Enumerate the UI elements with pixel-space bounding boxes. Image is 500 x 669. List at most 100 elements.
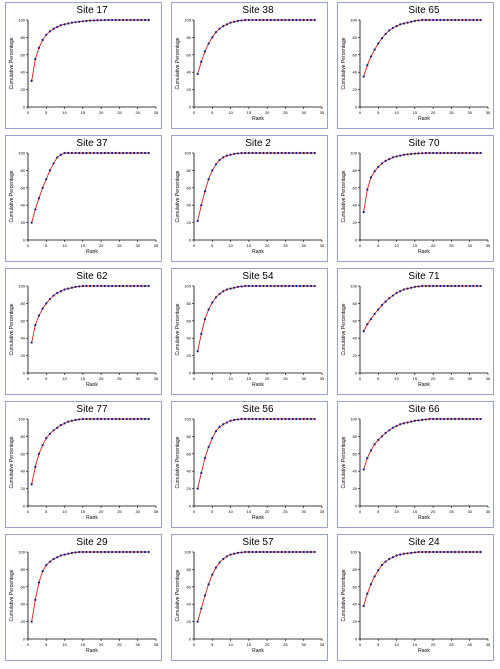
data-point	[435, 284, 438, 288]
data-point	[399, 154, 402, 157]
x-tick-label: 0	[359, 243, 362, 248]
y-tick-label: 40	[353, 602, 358, 607]
data-point	[266, 417, 269, 421]
data-point	[424, 18, 427, 22]
y-tick-label: 40	[21, 203, 26, 208]
x-tick-label: 25	[117, 642, 122, 647]
data-point	[377, 165, 380, 169]
data-point	[309, 417, 313, 421]
data-point	[280, 417, 283, 421]
data-point	[41, 570, 44, 573]
data-point	[443, 417, 446, 421]
data-point	[362, 468, 365, 471]
data-point	[399, 23, 402, 26]
data-point	[63, 553, 66, 556]
data-point	[428, 550, 431, 554]
data-point	[450, 151, 453, 155]
chart-title: Site 37	[76, 138, 108, 149]
x-tick-label: 0	[193, 509, 196, 514]
chart-panel-3: Site 65 0 20 40 60 80 100 0 5 10 15 20 25 30 35 Rank Cum…	[337, 2, 494, 129]
chart-panel-6: Site 70 0 20 40 60 80 100 0 5 10 15 20 25 30 35 Rank Cum…	[337, 135, 494, 262]
y-tick-label: 100	[18, 18, 25, 23]
y-tick-label: 100	[184, 284, 191, 289]
data-point	[48, 432, 52, 435]
x-axis-label: Rank	[252, 382, 264, 388]
data-point	[380, 304, 384, 307]
data-point	[251, 18, 254, 22]
x-axis-label: Rank	[86, 249, 98, 255]
data-point	[295, 417, 298, 421]
y-tick-label: 40	[187, 70, 192, 75]
data-point	[111, 417, 114, 421]
x-tick-label: 20	[99, 110, 104, 115]
x-tick-label: 20	[431, 110, 436, 115]
x-tick-label: 20	[265, 509, 270, 514]
x-axis-label: Rank	[86, 382, 98, 388]
data-point	[100, 284, 103, 288]
data-point	[472, 151, 475, 155]
data-point	[107, 284, 110, 288]
chart-panel-7: Site 62 0 20 40 60 80 100 0 5 10 15 20 25 30 35 Rank Cum…	[5, 268, 162, 395]
data-point	[266, 151, 269, 155]
data-point	[461, 151, 464, 155]
data-point	[306, 417, 309, 421]
x-tick-label: 35	[320, 376, 325, 381]
series-line	[363, 551, 481, 607]
data-point	[81, 550, 84, 554]
data-point	[67, 287, 70, 290]
x-tick-label: 0	[27, 509, 30, 514]
x-tick-label: 10	[394, 376, 399, 381]
data-point	[280, 151, 283, 155]
data-point	[229, 553, 232, 556]
y-tick-label: 0	[23, 371, 26, 376]
data-point	[132, 550, 136, 554]
data-point	[129, 151, 132, 155]
y-tick-label: 40	[187, 203, 192, 208]
series-line	[363, 152, 481, 213]
x-tick-label: 30	[467, 376, 472, 381]
chart-title: Site 62	[76, 271, 108, 282]
x-tick-label: 35	[154, 243, 159, 248]
x-tick-label: 15	[81, 509, 86, 514]
data-point	[96, 417, 99, 421]
data-point	[59, 153, 63, 156]
data-point	[74, 285, 77, 288]
chart-title: Site 70	[408, 138, 440, 149]
data-point	[229, 419, 232, 422]
data-point	[103, 18, 106, 22]
data-point	[92, 151, 95, 155]
data-point	[269, 151, 272, 155]
y-tick-label: 40	[353, 70, 358, 75]
data-point	[236, 19, 239, 22]
data-point	[222, 423, 225, 426]
data-point	[457, 18, 460, 22]
data-point	[103, 550, 106, 554]
data-point	[424, 151, 427, 155]
x-tick-label: 15	[81, 642, 86, 647]
chart-svg: Site 37 0 20 40 60 80 100 0 5 10 15 20 25 30 35 Rank Cum…	[9, 138, 159, 255]
data-point	[313, 550, 316, 554]
data-point	[59, 24, 63, 27]
data-point	[85, 550, 88, 554]
data-point	[424, 284, 427, 288]
x-tick-label: 10	[394, 509, 399, 514]
x-tick-label: 20	[265, 642, 270, 647]
data-point	[457, 151, 460, 155]
data-point	[233, 152, 236, 155]
data-point	[298, 151, 302, 155]
data-point	[273, 550, 276, 554]
data-point	[30, 483, 33, 486]
data-point	[362, 330, 365, 333]
data-point	[207, 583, 210, 586]
data-point	[74, 21, 77, 24]
data-point	[450, 284, 453, 288]
x-tick-label: 20	[99, 376, 104, 381]
x-tick-label: 15	[413, 642, 418, 647]
data-point	[129, 550, 132, 554]
y-tick-label: 0	[189, 238, 192, 243]
data-point	[78, 550, 81, 554]
data-point	[45, 437, 48, 440]
y-tick-label: 0	[189, 504, 192, 509]
data-point	[121, 151, 125, 155]
data-point	[266, 18, 269, 22]
